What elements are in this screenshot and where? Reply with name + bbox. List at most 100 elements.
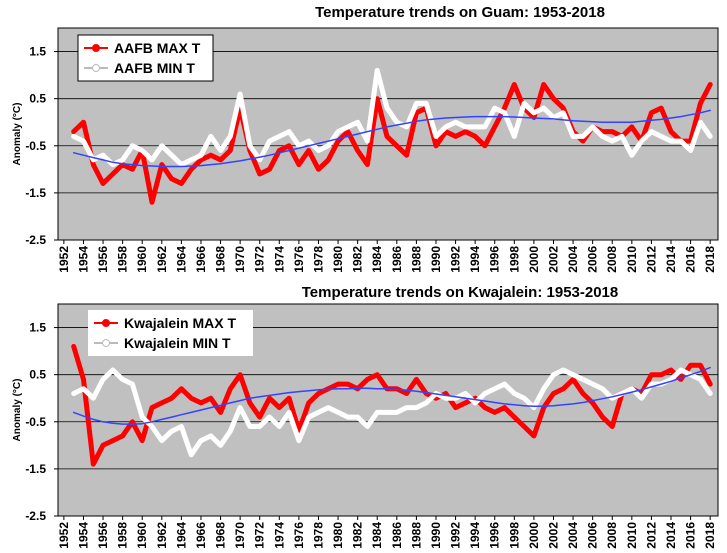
trend-line xyxy=(72,109,711,168)
x-tick-label: 2018 xyxy=(703,522,717,549)
legend: Kwajalein MAX T Kwajalein MIN T xyxy=(88,310,253,356)
x-tick-label: 1964 xyxy=(174,522,188,549)
x-tick-label: 2006 xyxy=(586,246,600,273)
y-tick-label: -1.5 xyxy=(25,186,46,200)
x-tick-label: 1968 xyxy=(214,522,228,549)
x-tick-label: 2016 xyxy=(684,246,698,273)
legend-box xyxy=(77,34,214,82)
x-tick-label: 1974 xyxy=(272,522,286,549)
x-tick-label: 1952 xyxy=(57,522,71,549)
x-tick-label: 1954 xyxy=(76,246,90,273)
x-tick-label: 2006 xyxy=(586,522,600,549)
x-tick-label: 1978 xyxy=(311,246,325,273)
x-tick-label: 1968 xyxy=(214,246,228,273)
plot-border xyxy=(57,27,719,241)
x-tick-label: 1998 xyxy=(507,246,521,273)
y-axis-label: Anomaly (°C) xyxy=(12,379,23,442)
legend-label: Kwajalein MAX T xyxy=(124,315,236,331)
x-tick-label: 2008 xyxy=(605,522,619,549)
y-tick-label: 1.5 xyxy=(29,321,46,335)
x-tick-label: 1980 xyxy=(331,522,345,549)
x-tick-label: 2010 xyxy=(625,246,639,273)
x-tick-label: 1966 xyxy=(194,246,208,273)
y-tick-label: 0.5 xyxy=(29,92,46,106)
legend-label: AAFB MIN T xyxy=(114,60,195,76)
legend-marker xyxy=(102,339,110,347)
x-tick-label: 2018 xyxy=(703,246,717,273)
x-tick-label: 1984 xyxy=(370,522,384,549)
y-tick-label: -0.5 xyxy=(25,415,46,429)
x-tick-label: 1996 xyxy=(488,246,502,273)
trend-line xyxy=(72,366,711,425)
x-tick-label: 1990 xyxy=(429,246,443,273)
series-line xyxy=(71,82,713,205)
x-tick-label: 1970 xyxy=(233,246,247,273)
legend-label: Kwajalein MIN T xyxy=(124,335,231,351)
x-tick-label: 2010 xyxy=(625,522,639,549)
x-tick-label: 1952 xyxy=(57,246,71,273)
x-tick-label: 1972 xyxy=(253,246,267,273)
y-axis-label: Anomaly (°C) xyxy=(12,103,23,166)
legend-marker xyxy=(102,319,110,327)
x-tick-label: 1982 xyxy=(351,246,365,273)
legend-label: AAFB MAX T xyxy=(114,40,201,56)
x-tick-label: 2016 xyxy=(684,522,698,549)
x-tick-label: 1992 xyxy=(449,246,463,273)
x-tick-label: 1970 xyxy=(233,522,247,549)
x-tick-label: 1988 xyxy=(409,522,423,549)
x-tick-label: 1966 xyxy=(194,522,208,549)
x-tick-label: 2002 xyxy=(546,522,560,549)
y-tick-label: 0.5 xyxy=(29,368,46,382)
x-tick-label: 1974 xyxy=(272,246,286,273)
x-tick-label: 1978 xyxy=(311,522,325,549)
x-tick-label: 1976 xyxy=(292,246,306,273)
x-tick-label: 1956 xyxy=(96,522,110,549)
chart-title: Temperature trends on Kwajalein: 1953-20… xyxy=(302,284,619,301)
x-tick-label: 1958 xyxy=(116,246,130,273)
legend-marker xyxy=(92,44,100,52)
x-tick-label: 2000 xyxy=(527,246,541,273)
x-tick-label: 1986 xyxy=(390,522,404,549)
x-tick-label: 2014 xyxy=(664,246,678,273)
legend-box xyxy=(88,310,253,356)
x-tick-label: 2014 xyxy=(664,522,678,549)
x-tick-label: 2008 xyxy=(605,246,619,273)
y-tick-label: -0.5 xyxy=(25,139,46,153)
y-tick-label: -2.5 xyxy=(25,509,46,523)
series-line xyxy=(71,67,713,168)
x-tick-label: 2012 xyxy=(644,246,658,273)
x-tick-label: 2012 xyxy=(644,522,658,549)
x-tick-label: 1976 xyxy=(292,522,306,549)
x-tick-label: 2004 xyxy=(566,522,580,549)
x-tick-label: 1962 xyxy=(155,522,169,549)
x-tick-label: 1954 xyxy=(76,522,90,549)
x-tick-label: 1982 xyxy=(351,522,365,549)
y-tick-label: -1.5 xyxy=(25,462,46,476)
series-line xyxy=(71,367,713,458)
chart-title: Temperature trends on Guam: 1953-2018 xyxy=(315,4,605,21)
x-tick-label: 1960 xyxy=(135,522,149,549)
y-tick-label: 1.5 xyxy=(29,45,46,59)
x-tick-label: 2000 xyxy=(527,522,541,549)
x-tick-label: 1956 xyxy=(96,246,110,273)
x-tick-label: 1994 xyxy=(468,246,482,273)
plot-border xyxy=(57,303,719,517)
legend: AAFB MAX T AAFB MIN T xyxy=(77,34,214,82)
x-tick-label: 1986 xyxy=(390,246,404,273)
legend-marker xyxy=(92,64,100,72)
x-tick-label: 1984 xyxy=(370,246,384,273)
x-tick-label: 1964 xyxy=(174,246,188,273)
x-tick-label: 1992 xyxy=(449,522,463,549)
x-tick-label: 1972 xyxy=(253,522,267,549)
x-tick-label: 2004 xyxy=(566,246,580,273)
x-tick-label: 2002 xyxy=(546,246,560,273)
x-tick-label: 1990 xyxy=(429,522,443,549)
x-tick-label: 1998 xyxy=(507,522,521,549)
x-tick-label: 1962 xyxy=(155,246,169,273)
x-tick-label: 1988 xyxy=(409,246,423,273)
y-tick-label: -2.5 xyxy=(25,233,46,247)
x-tick-label: 1996 xyxy=(488,522,502,549)
x-tick-label: 1980 xyxy=(331,246,345,273)
x-tick-label: 1958 xyxy=(116,522,130,549)
